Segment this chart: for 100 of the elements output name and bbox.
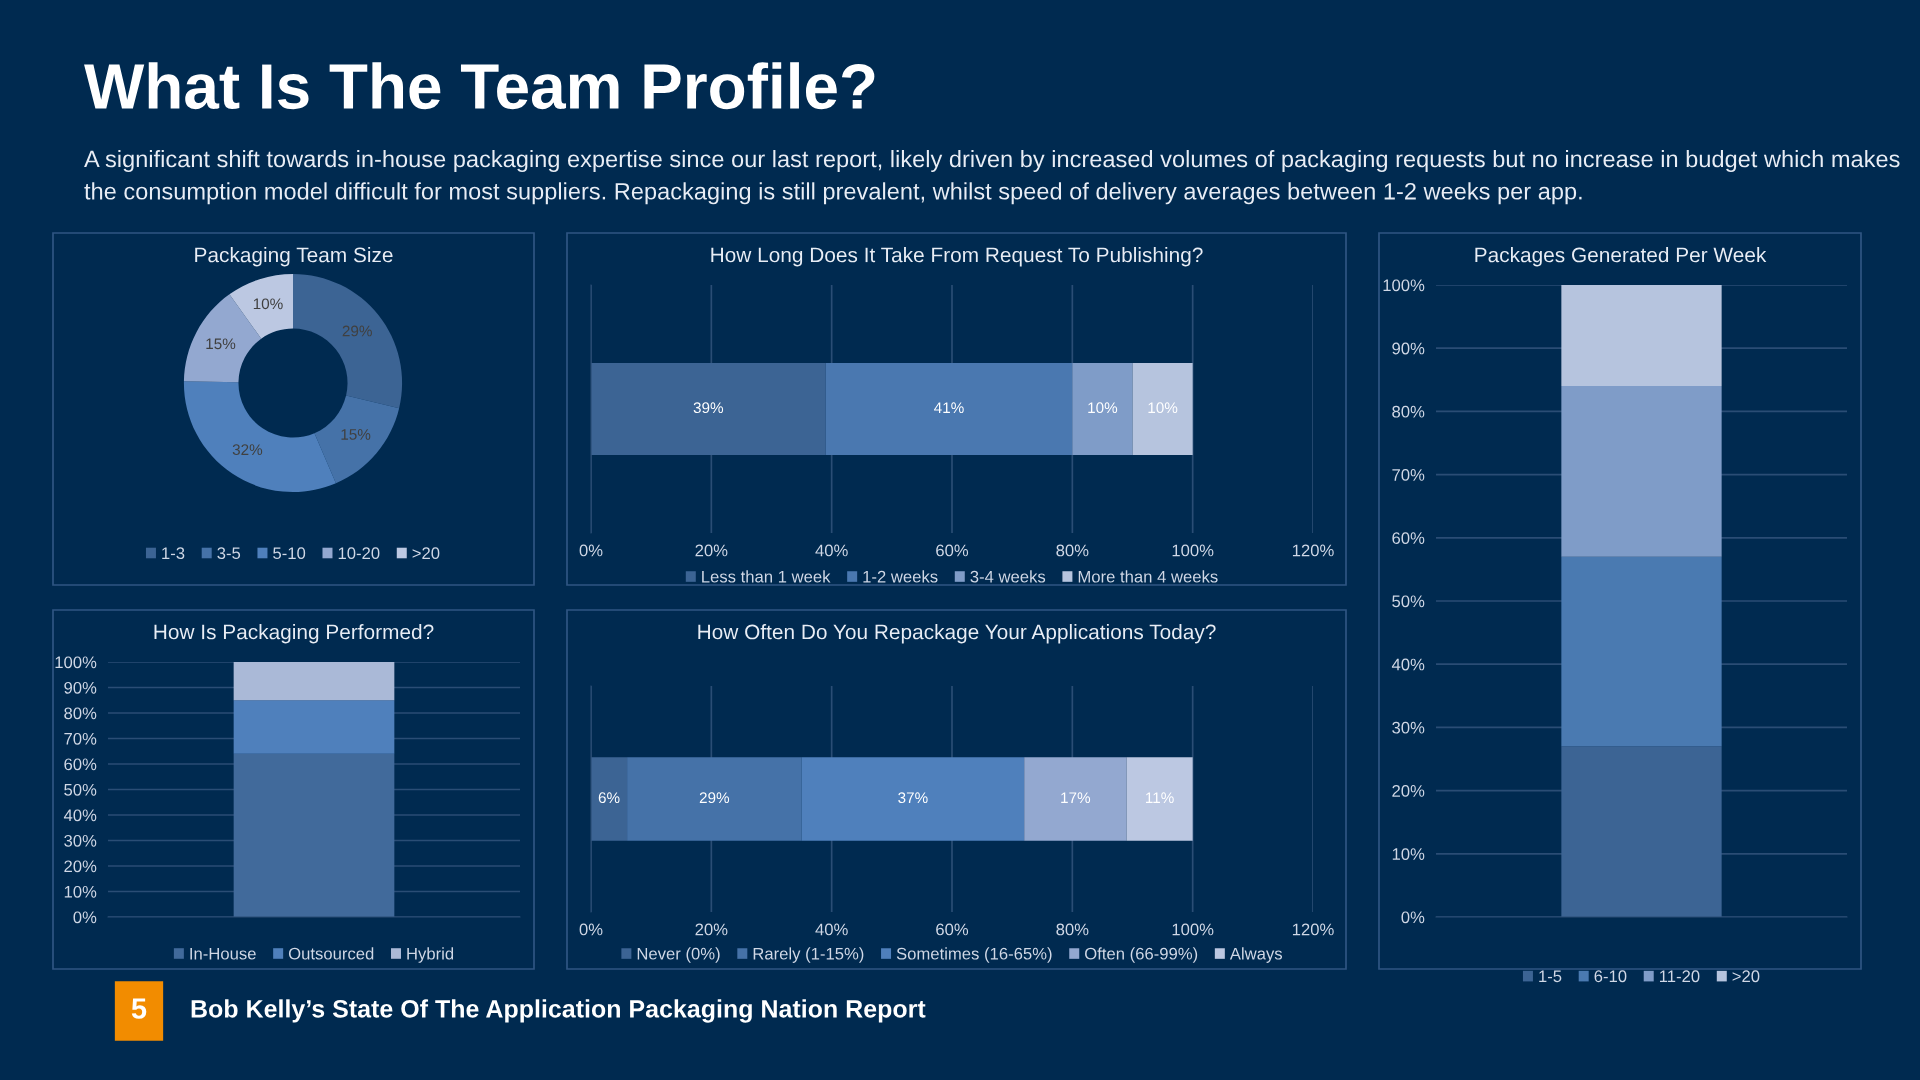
x-tick-label: 20% <box>695 923 728 936</box>
x-tick-label: 60% <box>936 923 969 936</box>
bar <box>1132 363 1193 455</box>
text: 5 <box>131 998 147 1019</box>
legend-label: Always <box>1229 947 1283 963</box>
legend-label: Outsourced <box>288 947 374 960</box>
legend-label: 10-20 <box>338 547 380 560</box>
data-label: 29% <box>342 325 372 337</box>
y-tick-label: 0% <box>73 911 97 924</box>
legend-label: Less than 1 week <box>702 570 831 583</box>
legend-label: 1-3 <box>162 547 185 560</box>
chart-title: How Long Does It Take From Request To Publishing? <box>711 247 1203 267</box>
bar <box>591 757 628 841</box>
legend-label: Sometimes (16-65%) <box>896 947 1052 963</box>
bar <box>1561 285 1722 387</box>
legend-label: >20 <box>412 547 440 560</box>
y-tick-label: 60% <box>1392 532 1425 544</box>
y-tick-label: 80% <box>1392 405 1425 418</box>
data-label: 11% <box>1146 792 1174 804</box>
y-tick-label: 10% <box>1392 848 1425 860</box>
y-tick-label: 40% <box>63 809 97 822</box>
legend-label: 6-10 <box>1594 970 1627 983</box>
data-label: 29% <box>699 792 730 804</box>
x-tick-label: 60% <box>936 544 969 557</box>
legend-label: 3-4 weeks <box>970 570 1046 583</box>
data-label: 37% <box>898 792 928 804</box>
chart-title: How Often Do You Repackage Your Applications Today? <box>698 624 1216 644</box>
data-label: 41% <box>934 402 964 414</box>
text: Bob Kelly’s State Of The Application Packaging Nation Report <box>191 999 926 1023</box>
legend-label: 11-20 <box>1659 970 1700 983</box>
data-label: 10% <box>253 298 283 310</box>
donut-slice <box>314 395 400 484</box>
bar <box>233 700 395 754</box>
y-tick-label: 30% <box>1392 721 1425 734</box>
y-tick-label: 10% <box>64 885 97 898</box>
bar <box>233 662 395 701</box>
data-label: 6% <box>598 792 620 804</box>
bar <box>1126 757 1193 841</box>
bar <box>1561 746 1722 917</box>
legend-label: Rarely (1-15%) <box>753 947 864 963</box>
x-tick-label: 0% <box>579 923 603 936</box>
text: A significant shift towards in-house packaging expertise since our last report, likely driven by increased volumes of packaging requests but no increase in budget which makes the consumption model difficult for most suppliers. Repackaging is still prevalent, whilst speed of delivery averages between 1-2 weeks per app. <box>84 150 1900 205</box>
chart-title: Packages Generated Per Week <box>1475 247 1767 267</box>
donut-slice <box>229 273 293 339</box>
x-tick-label: 100% <box>1172 544 1214 557</box>
legend-label: Often (66-99%) <box>1085 947 1198 963</box>
y-tick-label: 90% <box>64 681 97 694</box>
data-label: 10% <box>1148 402 1178 414</box>
bar <box>825 363 1073 455</box>
bar <box>627 757 802 841</box>
data-label: 15% <box>206 338 236 350</box>
y-tick-label: 50% <box>1392 595 1425 608</box>
x-tick-label: 100% <box>1172 923 1214 936</box>
y-tick-label: 70% <box>64 732 97 745</box>
legend-label: More than 4 weeks <box>1078 570 1218 583</box>
x-tick-label: 40% <box>815 544 848 557</box>
y-tick-label: 60% <box>64 758 97 771</box>
legend-label: 5-10 <box>273 547 306 560</box>
y-tick-label: 90% <box>1392 342 1425 355</box>
y-tick-label: 0% <box>1401 911 1425 924</box>
legend-label: 3-5 <box>217 547 241 560</box>
x-tick-label: 0% <box>579 544 603 557</box>
y-tick-label: 50% <box>64 783 97 796</box>
donut-slice <box>183 381 336 493</box>
legend-label: Hybrid <box>407 947 454 963</box>
y-tick-label: 20% <box>64 860 97 873</box>
legend-label: Never (0%) <box>637 947 720 963</box>
data-label: 17% <box>1061 792 1091 804</box>
x-tick-label: 80% <box>1056 544 1089 557</box>
x-tick-label: 40% <box>815 923 848 936</box>
legend-label: >20 <box>1732 970 1760 983</box>
donut-slice <box>293 273 403 409</box>
bar <box>233 753 395 917</box>
bar <box>801 757 1025 841</box>
chart-title: How Is Packaging Performed? <box>154 624 434 644</box>
bar <box>591 363 826 455</box>
legend-label: 1-2 weeks <box>863 570 938 583</box>
bar <box>1561 556 1722 747</box>
y-tick-label: 70% <box>1392 469 1425 481</box>
legend-label: In-House <box>190 947 256 960</box>
bar <box>1072 363 1133 455</box>
x-tick-label: 120% <box>1292 923 1334 936</box>
x-tick-label: 120% <box>1292 544 1334 557</box>
x-tick-label: 20% <box>695 544 728 557</box>
y-tick-label: 100% <box>55 656 97 669</box>
bar <box>1024 757 1127 841</box>
y-tick-label: 30% <box>64 834 97 847</box>
data-label: 39% <box>693 402 724 414</box>
legend-label: 1-5 <box>1539 970 1562 983</box>
text: What Is The Team Profile? <box>84 62 875 110</box>
y-tick-label: 40% <box>1391 658 1425 671</box>
y-tick-label: 100% <box>1383 279 1425 292</box>
chart-title: Packaging Team Size <box>195 247 393 267</box>
data-label: 10% <box>1088 402 1118 414</box>
data-label: 15% <box>341 429 371 440</box>
y-tick-label: 20% <box>1392 785 1425 797</box>
x-tick-label: 80% <box>1056 923 1089 936</box>
bar <box>1561 386 1722 557</box>
data-label: 32% <box>232 444 263 456</box>
y-tick-label: 80% <box>64 707 97 720</box>
